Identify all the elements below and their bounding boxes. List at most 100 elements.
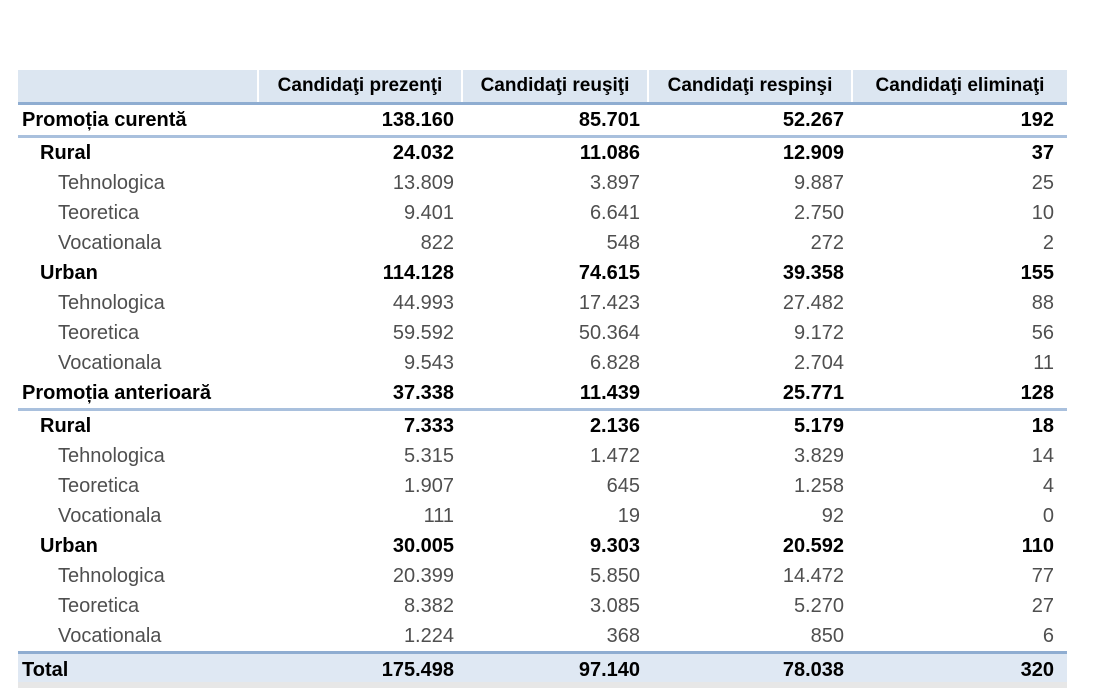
cell-value: 25.771 <box>648 378 852 411</box>
cell-value: 20.399 <box>392 564 454 587</box>
cell-value: 27.482 <box>782 291 844 314</box>
cell-value: 548 <box>606 231 640 254</box>
row-label: Vocationala <box>58 351 162 374</box>
cell-value: 78.038 <box>648 651 852 686</box>
cell-value: 6.641 <box>589 201 640 224</box>
table-row-vocationala: Vocationala 1.224 368 850 6 <box>18 621 1067 653</box>
column-header-candidati-respinsi: Candidaţi respinşi <box>647 70 852 105</box>
row-label: Tehnologica <box>58 444 165 467</box>
cell-value: 19 <box>617 504 640 527</box>
cell-value: 18 <box>1031 414 1054 437</box>
cell-value: 56 <box>1031 321 1054 344</box>
cell-value: 27 <box>1031 594 1054 617</box>
row-label: Tehnologica <box>58 171 165 194</box>
cell-value: 11.086 <box>579 141 640 164</box>
row-label: Teoretica <box>58 321 140 344</box>
cell-value: 2.704 <box>793 351 844 374</box>
cell-value: 25 <box>1031 171 1054 194</box>
cell-value: 9.543 <box>403 351 454 374</box>
cell-value: 12.909 <box>782 141 844 164</box>
table-row-urban: Urban 114.128 74.615 39.358 155 <box>18 258 1067 288</box>
cell-value: 155 <box>1020 261 1054 284</box>
cell-value: 5.270 <box>793 594 844 617</box>
row-label: Urban <box>40 534 98 557</box>
cell-value: 88 <box>1031 291 1054 314</box>
cell-value: 175.498 <box>258 651 462 686</box>
cell-value: 7.333 <box>403 414 454 437</box>
table-row-teoretica: Teoretica 1.907 645 1.258 4 <box>18 471 1067 501</box>
candidates-pivot-table: Candidaţi prezenţi Candidaţi reuşiţi Can… <box>18 70 1067 686</box>
cell-value: 1.258 <box>793 474 844 497</box>
row-label: Urban <box>40 261 98 284</box>
header-row: Candidaţi prezenţi Candidaţi reuşiţi Can… <box>18 70 1067 105</box>
table-row-tehnologica: Tehnologica 5.315 1.472 3.829 14 <box>18 441 1067 471</box>
cell-value: 97.140 <box>462 651 648 686</box>
row-label: Promoția anterioară <box>18 378 258 411</box>
cell-value: 192 <box>852 103 1067 138</box>
row-label: Rural <box>40 414 92 437</box>
cell-value: 11.439 <box>462 378 648 411</box>
cell-value: 320 <box>852 651 1067 686</box>
cell-value: 14 <box>1031 444 1054 467</box>
table-row-total: Total 175.498 97.140 78.038 320 <box>18 651 1067 686</box>
cell-value: 37.338 <box>258 378 462 411</box>
table-row-tehnologica: Tehnologica 13.809 3.897 9.887 25 <box>18 168 1067 198</box>
cell-value: 850 <box>810 624 844 647</box>
cell-value: 4 <box>1042 474 1054 497</box>
cell-value: 17.423 <box>578 291 640 314</box>
row-label: Tehnologica <box>58 291 165 314</box>
cell-value: 5.315 <box>403 444 454 467</box>
table-row-teoretica: Teoretica 9.401 6.641 2.750 10 <box>18 198 1067 228</box>
cell-value: 822 <box>420 231 454 254</box>
table-row-vocationala: Vocationala 9.543 6.828 2.704 11 <box>18 348 1067 378</box>
table-body: Promoția curentă 138.160 85.701 52.267 192 Ru… <box>18 103 1067 686</box>
cell-value: 24.032 <box>392 141 454 164</box>
cell-value: 5.850 <box>589 564 640 587</box>
cell-value: 3.897 <box>589 171 640 194</box>
cell-value: 9.887 <box>793 171 844 194</box>
cell-value: 11 <box>1033 351 1054 374</box>
cell-value: 10 <box>1031 201 1054 224</box>
cell-value: 77 <box>1031 564 1054 587</box>
cell-value: 44.993 <box>392 291 454 314</box>
cell-value: 9.172 <box>793 321 844 344</box>
row-label: Vocationala <box>58 231 162 254</box>
table-row-vocationala: Vocationala 111 19 92 0 <box>18 501 1067 531</box>
cell-value: 272 <box>810 231 844 254</box>
cell-value: 30.005 <box>392 534 454 557</box>
cell-value: 368 <box>606 624 640 647</box>
column-header-rowlabels <box>18 70 258 105</box>
cell-value: 14.472 <box>782 564 844 587</box>
cell-value: 0 <box>1042 504 1054 527</box>
cell-value: 92 <box>821 504 844 527</box>
row-label: Teoretica <box>58 201 140 224</box>
cell-value: 52.267 <box>648 103 852 138</box>
cell-value: 1.472 <box>589 444 640 467</box>
table-row-rural: Rural 24.032 11.086 12.909 37 <box>18 137 1067 169</box>
row-label: Vocationala <box>58 504 162 527</box>
row-label: Rural <box>40 141 92 164</box>
row-label: Total <box>18 651 258 686</box>
cell-value: 1.224 <box>403 624 454 647</box>
row-label: Promoția curentă <box>18 103 258 138</box>
cell-value: 2.136 <box>589 414 640 437</box>
column-header-candidati-reusiti: Candidaţi reuşiţi <box>461 70 648 105</box>
cell-value: 39.358 <box>782 261 844 284</box>
cell-value: 13.809 <box>392 171 454 194</box>
cell-value: 6 <box>1042 624 1054 647</box>
table-row-rural: Rural 7.333 2.136 5.179 18 <box>18 410 1067 442</box>
column-header-candidati-eliminati: Candidaţi eliminaţi <box>851 70 1067 105</box>
cell-value: 50.364 <box>578 321 640 344</box>
cell-value: 59.592 <box>392 321 454 344</box>
cell-value: 2 <box>1042 231 1054 254</box>
cell-value: 9.401 <box>403 201 454 224</box>
table-row-promo-ia-anterioar-: Promoția anterioară 37.338 11.439 25.771 128 <box>18 378 1067 411</box>
table-row-tehnologica: Tehnologica 44.993 17.423 27.482 88 <box>18 288 1067 318</box>
cell-value: 9.303 <box>589 534 640 557</box>
cell-value: 114.128 <box>382 261 454 284</box>
cell-value: 111 <box>423 504 454 527</box>
cell-value: 2.750 <box>793 201 844 224</box>
cell-value: 37 <box>1031 141 1054 164</box>
cell-value: 3.829 <box>793 444 844 467</box>
cell-value: 128 <box>852 378 1067 411</box>
